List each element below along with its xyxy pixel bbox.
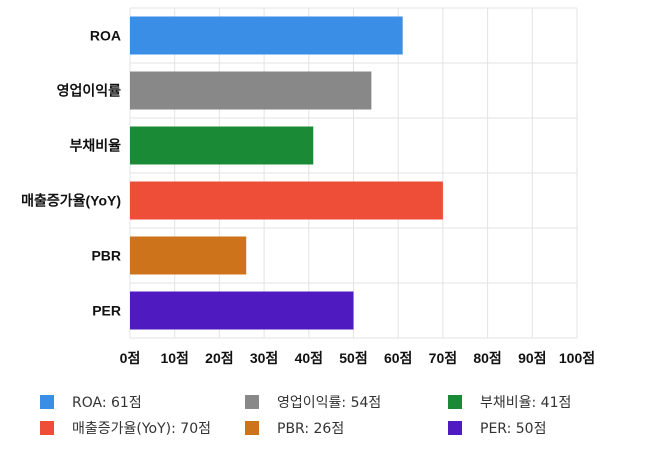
legend-swatch — [448, 395, 462, 409]
legend-item[interactable]: PER: 50점 — [448, 418, 546, 438]
bar[interactable] — [130, 71, 372, 110]
x-tick-label: 60점 — [384, 350, 412, 366]
legend-label: 영업이익률: 54점 — [277, 395, 382, 411]
bar[interactable] — [130, 181, 443, 220]
bars — [130, 16, 443, 330]
legend-swatch — [40, 395, 54, 409]
category-label: ROA — [90, 28, 121, 44]
legend-label: PER: 50점 — [480, 421, 547, 437]
legend-item[interactable]: 부채비율: 41점 — [448, 392, 571, 412]
legend-label: PBR: 26점 — [277, 421, 345, 437]
legend-item[interactable]: PBR: 26점 — [245, 418, 344, 438]
category-label: 매출증가율(YoY) — [21, 193, 121, 209]
category-label: PER — [92, 303, 121, 319]
bar[interactable] — [130, 126, 314, 165]
legend-label: ROA: 61점 — [72, 395, 142, 411]
bar[interactable] — [130, 236, 247, 275]
legend-swatch — [448, 421, 462, 435]
x-tick-label: 30점 — [250, 350, 278, 366]
bar[interactable] — [130, 16, 403, 55]
legend-swatch — [245, 421, 259, 435]
category-label: PBR — [91, 248, 121, 264]
x-tick-label: 80점 — [473, 350, 501, 366]
x-tick-label: 90점 — [518, 350, 546, 366]
x-tick-label: 70점 — [429, 350, 457, 366]
legend-swatch — [245, 395, 259, 409]
x-tick-label: 10점 — [160, 350, 188, 366]
category-label: 부채비율 — [69, 138, 121, 154]
x-tick-label: 40점 — [295, 350, 323, 366]
legend-item[interactable]: 매출증가율(YoY): 70점 — [40, 418, 211, 438]
legend-item[interactable]: 영업이익률: 54점 — [245, 392, 381, 412]
legend-label: 매출증가율(YoY): 70점 — [72, 421, 211, 437]
legend-swatch — [40, 421, 54, 435]
x-tick-labels: 0점 10점 20점 30점 40점 50점 60점 70점 80점 90점 100점 — [120, 350, 595, 366]
x-tick-label: 50점 — [339, 350, 367, 366]
bar[interactable] — [130, 291, 354, 330]
legend-item[interactable]: ROA: 61점 — [40, 392, 142, 412]
x-tick-label: 0점 — [120, 350, 141, 366]
x-tick-label: 20점 — [205, 350, 233, 366]
legend-label: 부채비율: 41점 — [480, 395, 572, 411]
category-label: 영업이익률 — [57, 83, 122, 99]
x-tick-label: 100점 — [559, 350, 595, 366]
grid-lines — [129, 7, 578, 339]
